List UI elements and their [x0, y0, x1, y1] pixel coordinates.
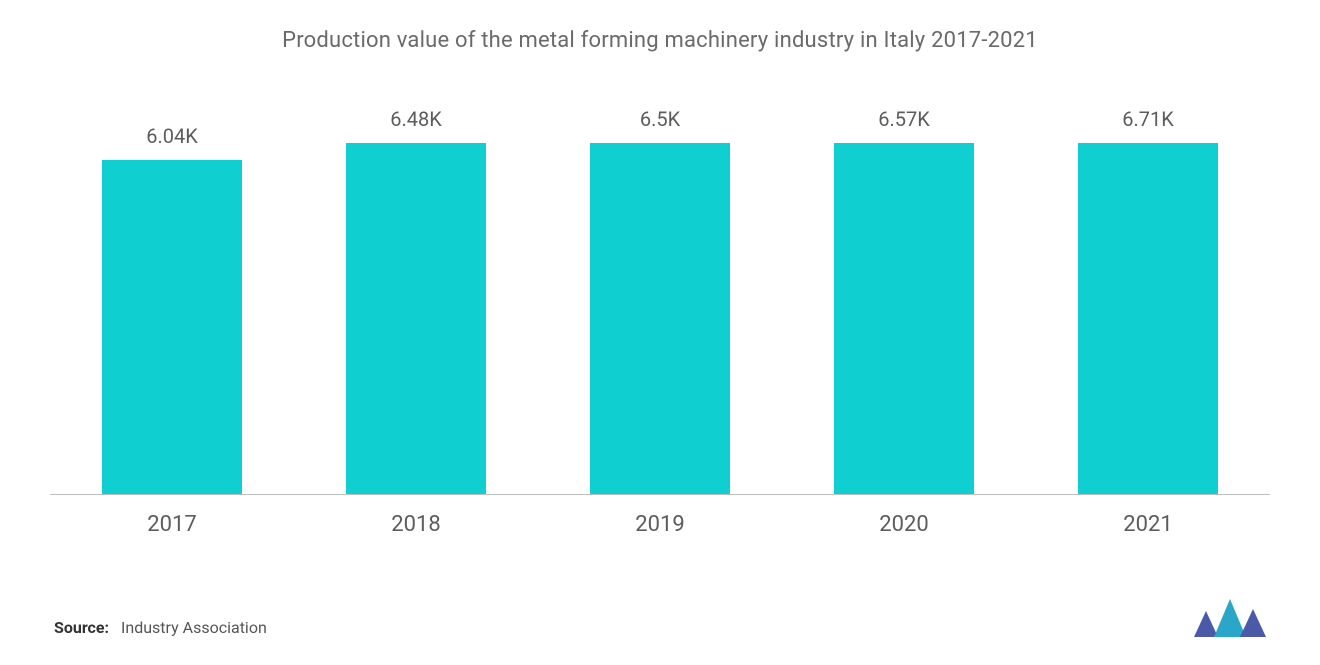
mordor-logo-icon — [1194, 597, 1266, 637]
x-label: 2018 — [294, 512, 538, 537]
chart-title: Production value of the metal forming ma… — [0, 0, 1320, 53]
value-label: 6.48K — [390, 107, 442, 131]
plot-area: 6.04K 6.48K 6.5K 6.57K 6.71K 2017 — [50, 107, 1270, 537]
bar-col-0: 6.04K — [50, 107, 294, 495]
bar — [590, 143, 730, 495]
x-axis-labels: 2017 2018 2019 2020 2021 — [50, 512, 1270, 537]
x-label: 2021 — [1026, 512, 1270, 537]
x-label: 2017 — [50, 512, 294, 537]
bar-col-4: 6.71K — [1026, 107, 1270, 495]
chart-container: Production value of the metal forming ma… — [0, 0, 1320, 665]
value-label: 6.04K — [146, 124, 198, 148]
x-label: 2019 — [538, 512, 782, 537]
value-label: 6.5K — [640, 107, 680, 131]
x-axis-line — [50, 494, 1270, 495]
value-label: 6.71K — [1122, 107, 1174, 131]
source-line: Source: Industry Association — [54, 618, 267, 637]
bar — [346, 143, 486, 495]
x-label: 2020 — [782, 512, 1026, 537]
footer: Source: Industry Association — [54, 597, 1266, 637]
source-text: Industry Association — [121, 618, 267, 637]
bar-col-3: 6.57K — [782, 107, 1026, 495]
bar-col-1: 6.48K — [294, 107, 538, 495]
bar — [102, 160, 242, 495]
source-label: Source: — [54, 618, 109, 637]
value-label: 6.57K — [878, 107, 930, 131]
bar — [1078, 143, 1218, 495]
bars-group: 6.04K 6.48K 6.5K 6.57K 6.71K — [50, 107, 1270, 495]
bar — [834, 143, 974, 495]
bar-col-2: 6.5K — [538, 107, 782, 495]
